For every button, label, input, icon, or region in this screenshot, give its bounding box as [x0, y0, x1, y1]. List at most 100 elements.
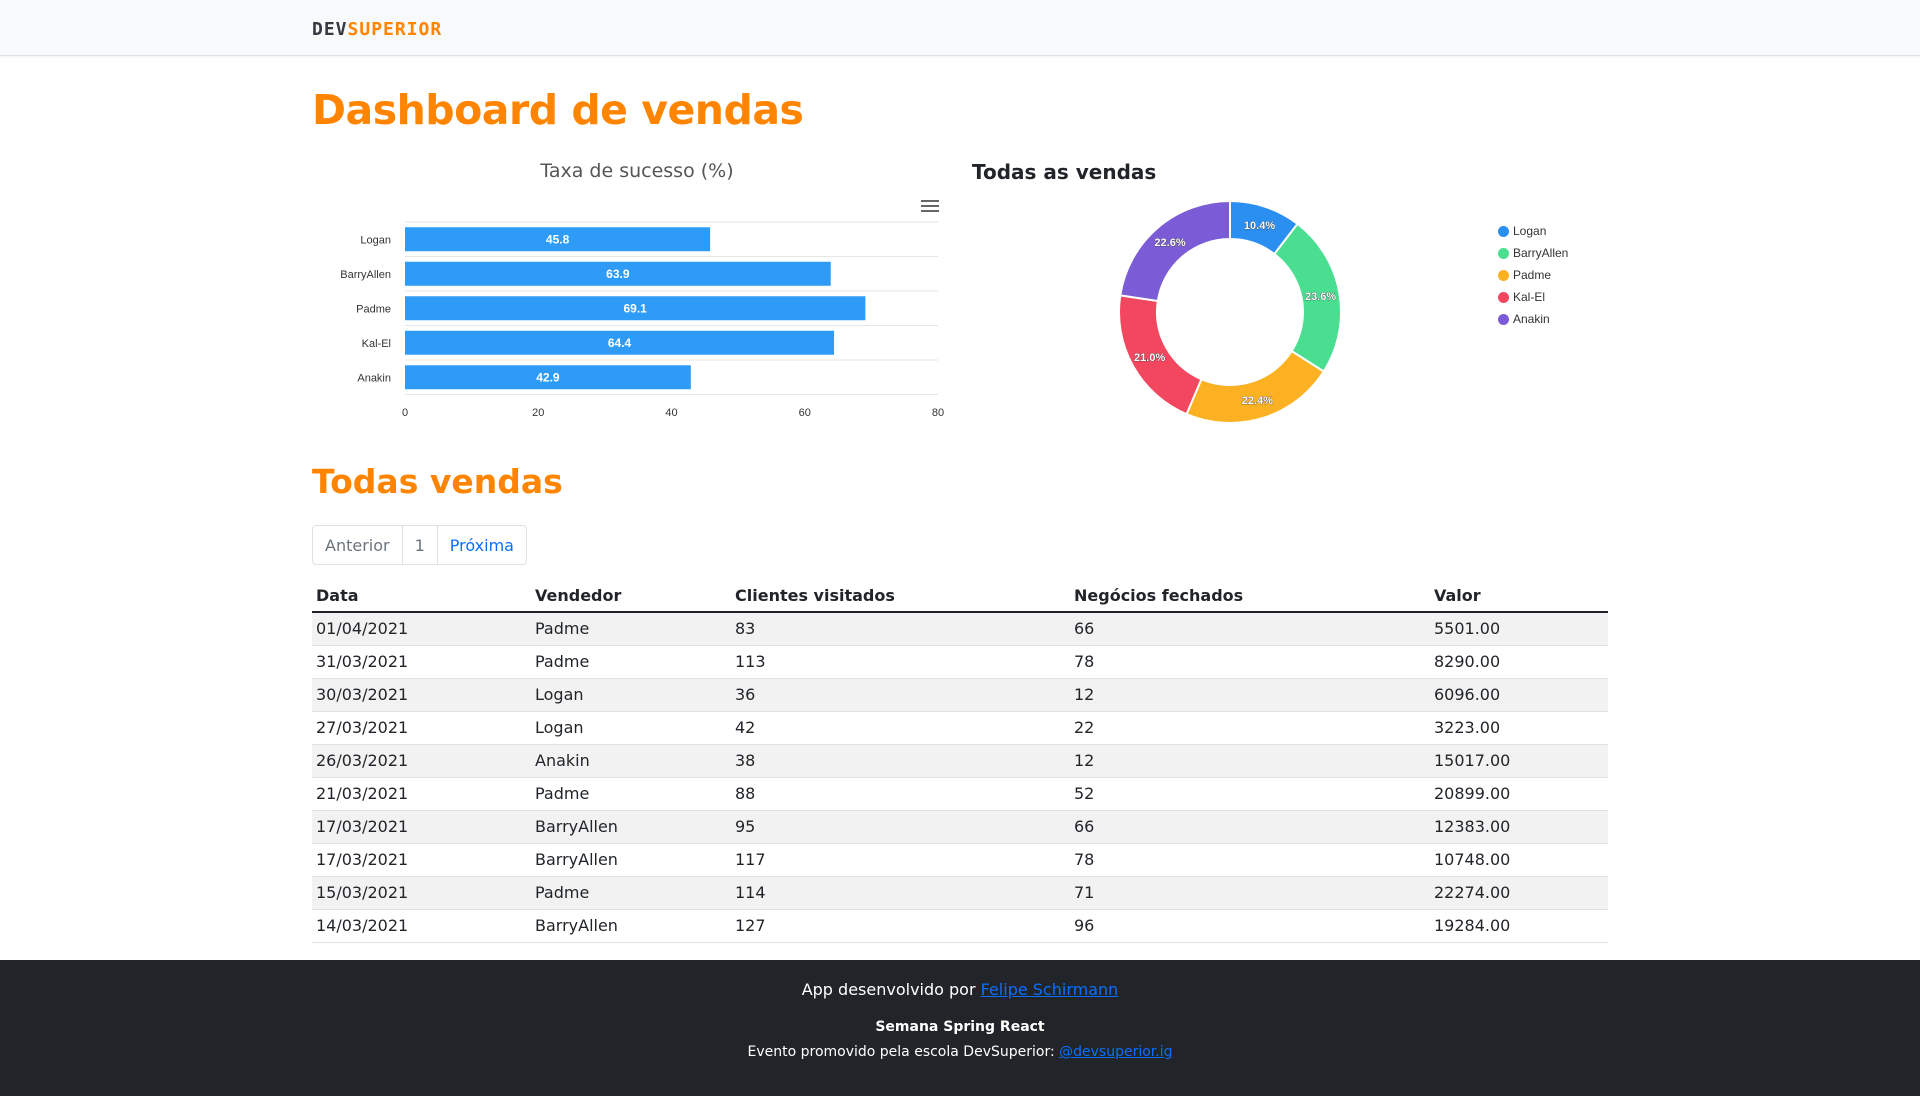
- category-label: BarryAllen: [340, 269, 391, 281]
- legend-label: Padme: [1513, 268, 1552, 282]
- cell-visited: 88: [731, 777, 1070, 811]
- cell-seller: BarryAllen: [531, 810, 731, 844]
- footer-event-info: Evento promovido pela escola DevSuperior…: [0, 1044, 1920, 1060]
- cell-date: 30/03/2021: [312, 678, 531, 712]
- instagram-link[interactable]: @devsuperior.ig: [1059, 1044, 1173, 1060]
- category-label: Anakin: [357, 372, 391, 384]
- donut-chart: 10.4% 23.6% 22.4% 21.0% 22.6%: [1118, 199, 1342, 424]
- cell-visited: 83: [731, 612, 1070, 646]
- bar-value-label: 42.9: [536, 370, 560, 384]
- bar[interactable]: [405, 330, 835, 355]
- donut-legend: Logan BarryAllen Padme Kal-El Anakin: [1498, 220, 1568, 330]
- cell-visited: 114: [731, 876, 1070, 910]
- cell-amount: 19284.00: [1430, 909, 1608, 943]
- table-row: 01/04/2021 Padme 83 66 5501.00: [312, 612, 1608, 646]
- chart-menu-icon[interactable]: [921, 200, 939, 214]
- cell-date: 21/03/2021: [312, 777, 531, 811]
- author-link[interactable]: Felipe Schirmann: [980, 980, 1119, 999]
- cell-seller: BarryAllen: [531, 909, 731, 943]
- column-header-deals: Negócios fechados: [1070, 580, 1430, 613]
- cell-deals: 66: [1070, 612, 1430, 646]
- donut-slice[interactable]: [1185, 349, 1326, 424]
- cell-deals: 12: [1070, 744, 1430, 778]
- cell-amount: 5501.00: [1430, 612, 1608, 646]
- category-label: Padme: [356, 303, 391, 315]
- bar[interactable]: [405, 365, 691, 390]
- legend-item[interactable]: Kal-El: [1498, 286, 1568, 308]
- cell-visited: 38: [731, 744, 1070, 778]
- cell-amount: 8290.00: [1430, 645, 1608, 679]
- legend-dot-icon: [1498, 269, 1509, 281]
- cell-seller: Padme: [531, 645, 731, 679]
- footer-event-title: Semana Spring React: [875, 1019, 1045, 1035]
- cell-visited: 127: [731, 909, 1070, 943]
- table-row: 30/03/2021 Logan 36 12 6096.00: [312, 678, 1608, 712]
- cell-date: 17/03/2021: [312, 810, 531, 844]
- navbar: DEVSUPERIOR: [0, 0, 1920, 56]
- slice-percent-label: 21.0%: [1134, 352, 1165, 364]
- cell-visited: 95: [731, 810, 1070, 844]
- legend-dot-icon: [1498, 291, 1509, 303]
- legend-dot-icon: [1498, 247, 1509, 259]
- bar-value-label: 45.8: [546, 232, 570, 246]
- cell-date: 27/03/2021: [312, 711, 531, 745]
- legend-item[interactable]: BarryAllen: [1498, 242, 1568, 264]
- column-header-seller: Vendedor: [531, 580, 731, 613]
- table-row: 17/03/2021 BarryAllen 117 78 10748.00: [312, 843, 1608, 877]
- page-1-button[interactable]: 1: [401, 525, 438, 565]
- cell-date: 31/03/2021: [312, 645, 531, 679]
- cell-seller: Logan: [531, 678, 731, 712]
- cell-deals: 78: [1070, 843, 1430, 877]
- donut-slice[interactable]: [1119, 199, 1231, 303]
- brand-logo[interactable]: DEVSUPERIOR: [312, 19, 442, 40]
- legend-label: Anakin: [1513, 312, 1550, 326]
- legend-dot-icon: [1498, 313, 1509, 325]
- next-page-button[interactable]: Próxima: [436, 525, 527, 565]
- cell-deals: 78: [1070, 645, 1430, 679]
- legend-item[interactable]: Anakin: [1498, 308, 1568, 330]
- slice-percent-label: 22.6%: [1154, 237, 1185, 249]
- legend-label: BarryAllen: [1513, 246, 1569, 260]
- cell-amount: 12383.00: [1430, 810, 1608, 844]
- bar-chart-title: Taxa de sucesso (%): [540, 160, 734, 182]
- sales-section-title: Todas vendas: [312, 462, 563, 501]
- cell-date: 15/03/2021: [312, 876, 531, 910]
- table-row: 31/03/2021 Padme 113 78 8290.00: [312, 645, 1608, 679]
- cell-amount: 22274.00: [1430, 876, 1608, 910]
- cell-amount: 10748.00: [1430, 843, 1608, 877]
- bar[interactable]: [405, 227, 711, 252]
- page-title: Dashboard de vendas: [312, 86, 804, 134]
- cell-seller: Padme: [531, 777, 731, 811]
- legend-item[interactable]: Padme: [1498, 264, 1568, 286]
- column-header-amount: Valor: [1430, 580, 1608, 613]
- legend-label: Kal-El: [1513, 290, 1546, 304]
- cell-visited: 117: [731, 843, 1070, 877]
- cell-date: 01/04/2021: [312, 612, 531, 646]
- cell-date: 14/03/2021: [312, 909, 531, 943]
- bar[interactable]: [405, 261, 831, 286]
- pagination: Anterior 1 Próxima: [312, 525, 527, 565]
- cell-seller: Padme: [531, 612, 731, 646]
- legend-item[interactable]: Logan: [1498, 220, 1568, 242]
- footer-credits: App desenvolvido por Felipe Schirmann: [0, 980, 1920, 999]
- footer-event-text: Evento promovido pela escola DevSuperior…: [747, 1044, 1060, 1060]
- cell-seller: Padme: [531, 876, 731, 910]
- cell-visited: 42: [731, 711, 1070, 745]
- cell-amount: 20899.00: [1430, 777, 1608, 811]
- x-tick-label: 40: [665, 407, 677, 419]
- table-row: 21/03/2021 Padme 88 52 20899.00: [312, 777, 1608, 811]
- brand-superior-text: SUPERIOR: [347, 19, 443, 40]
- legend-label: Logan: [1513, 224, 1547, 238]
- bar-chart: Logan 45.8 BarryAllen 63.9 Padme 69.1 Kal-El 64…: [340, 221, 944, 419]
- cell-deals: 71: [1070, 876, 1430, 910]
- x-tick-label: 20: [532, 407, 544, 419]
- cell-date: 26/03/2021: [312, 744, 531, 778]
- previous-page-button[interactable]: Anterior: [312, 525, 403, 565]
- legend-dot-icon: [1498, 225, 1509, 237]
- cell-deals: 96: [1070, 909, 1430, 943]
- cell-deals: 66: [1070, 810, 1430, 844]
- cell-deals: 22: [1070, 711, 1430, 745]
- sales-table: Data Vendedor Clientes visitados Negócio…: [312, 580, 1608, 943]
- cell-date: 17/03/2021: [312, 843, 531, 877]
- bar[interactable]: [405, 296, 866, 321]
